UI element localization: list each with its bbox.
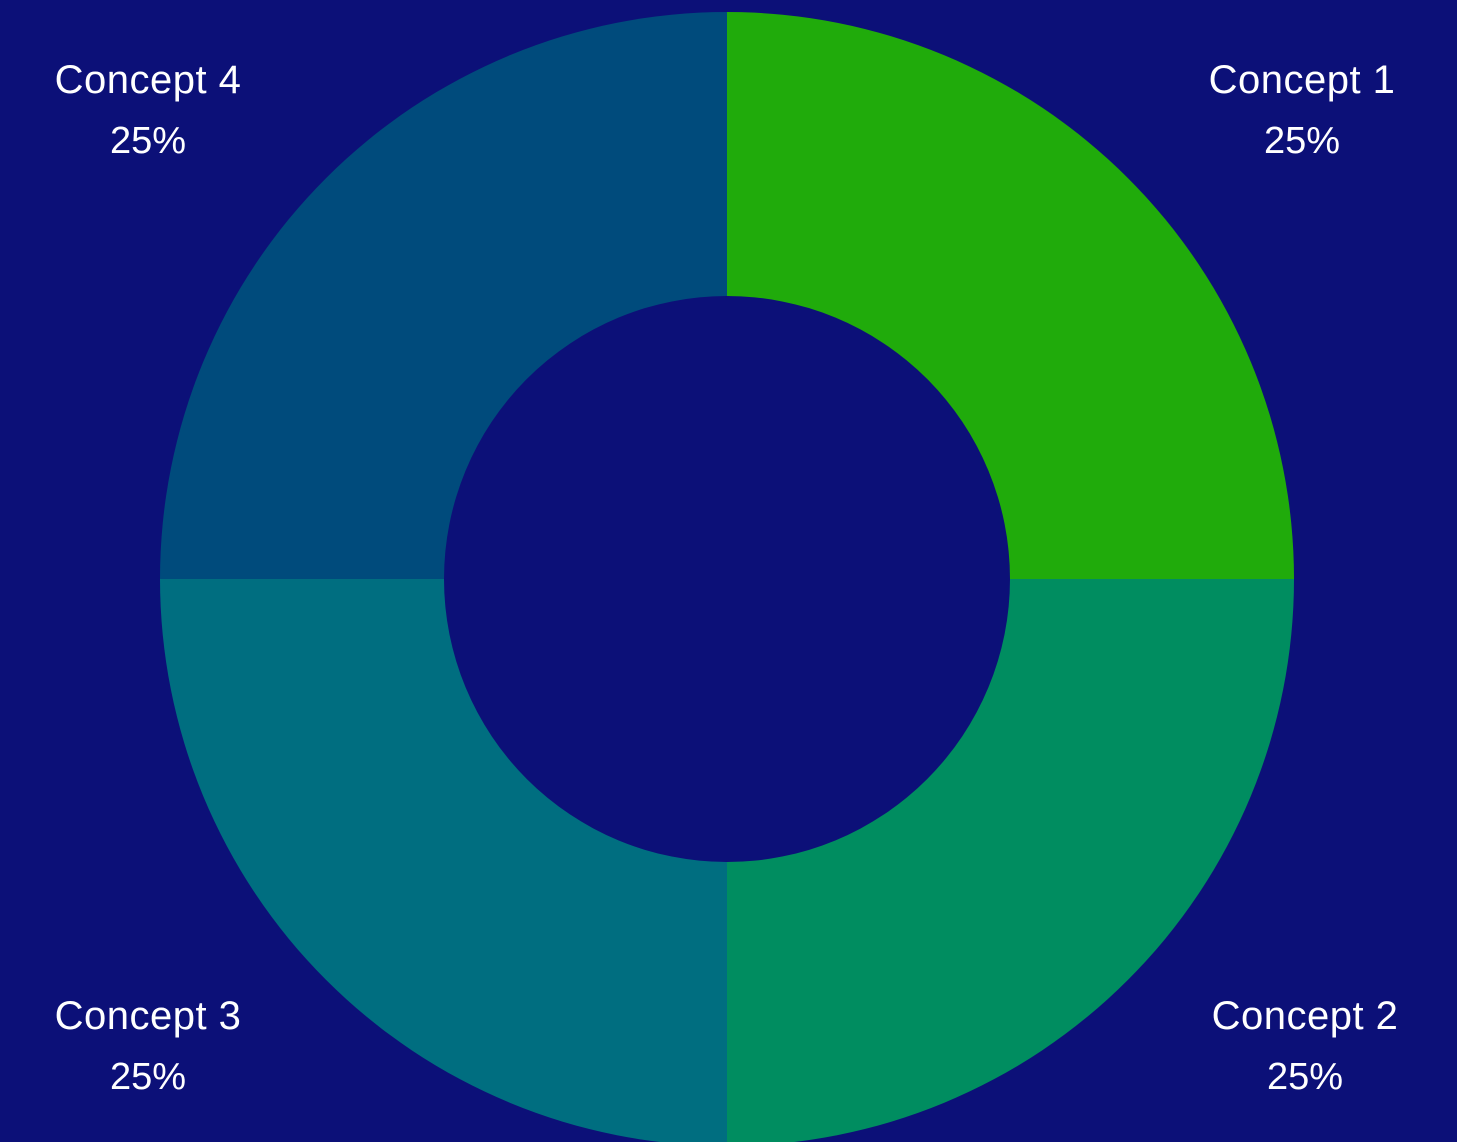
slice-percent: 25% bbox=[1263, 120, 1341, 162]
slice-name: Concept 3 bbox=[54, 994, 242, 1038]
donut-hole bbox=[444, 296, 1010, 862]
slice-label-concept-4: Concept 4 25% bbox=[18, 60, 278, 160]
slice-label-concept-2: Concept 2 25% bbox=[1175, 996, 1435, 1096]
slice-percent: 25% bbox=[109, 1056, 187, 1098]
slice-name: Concept 4 bbox=[54, 58, 242, 102]
slice-percent: 25% bbox=[1266, 1056, 1344, 1098]
slice-name: Concept 2 bbox=[1211, 994, 1399, 1038]
slice-label-concept-3: Concept 3 25% bbox=[18, 996, 278, 1096]
slice-label-concept-1: Concept 1 25% bbox=[1172, 60, 1432, 160]
slice-name: Concept 1 bbox=[1208, 58, 1396, 102]
slice-percent: 25% bbox=[109, 120, 187, 162]
